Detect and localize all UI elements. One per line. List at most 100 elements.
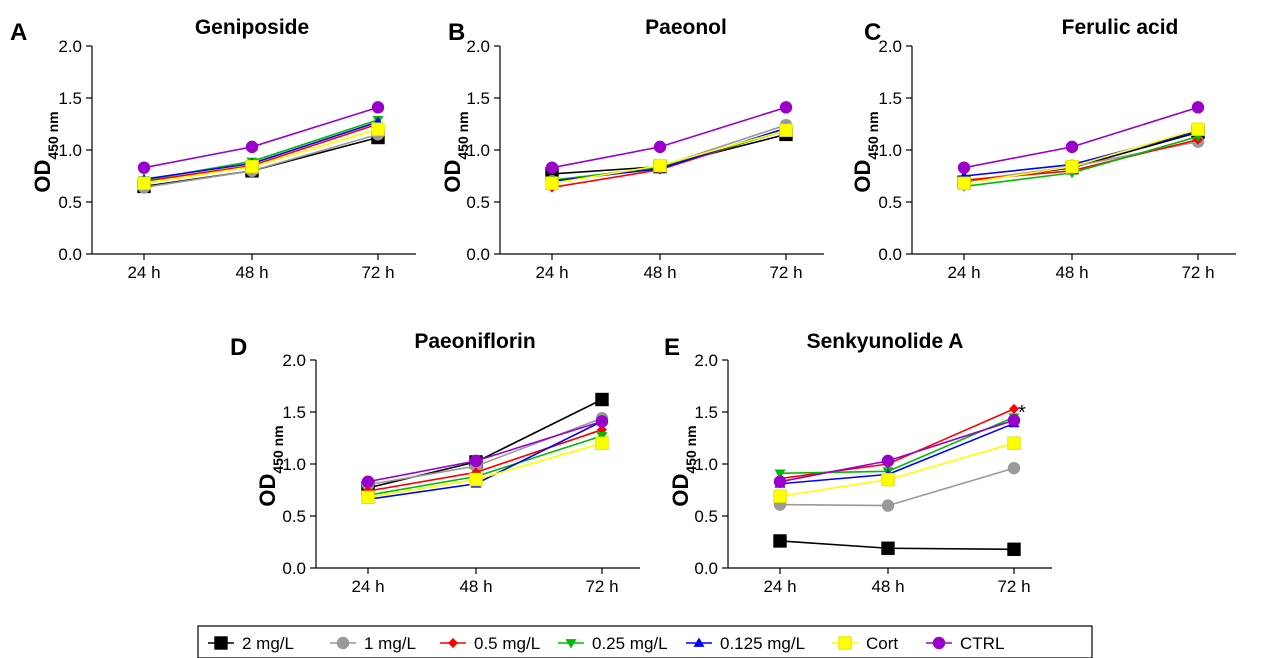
panel-letter: A: [10, 19, 27, 46]
series-0-125-mg-l: [546, 122, 792, 186]
panel-title: Paeoniflorin: [414, 330, 535, 353]
legend-item: CTRL: [926, 634, 1004, 653]
data-point: [1065, 140, 1079, 154]
legend-marker: [693, 637, 705, 647]
panel-title: Senkyunolide A: [807, 330, 964, 353]
panel-letter: B: [448, 19, 465, 46]
series-0-125-mg-l: [138, 116, 384, 183]
panel-e: E Senkyunolide A 0.0 0.5 1.0 1.5 2.0 24 h 48 h 72…: [664, 330, 1052, 596]
y-tick-label: 0.5: [282, 507, 306, 526]
panel-title: Ferulic acid: [1062, 16, 1179, 39]
series-0-25-mg-l: [362, 432, 608, 501]
y-axis-label-sub: 450 nm: [45, 111, 61, 159]
y-tick-label: 0.0: [58, 245, 82, 264]
panel-title: Paeonol: [645, 16, 727, 39]
x-tick-label: 24 h: [947, 263, 980, 282]
panel-a: A Geniposide 0.0 0.5 1.0 1.5 2.0 24 h 48 h 72 h OD…: [10, 16, 416, 282]
y-tick-label: 1.0: [282, 455, 306, 474]
series-cort: [545, 123, 793, 190]
legend-marker: [932, 636, 946, 650]
x-tick-label: 24 h: [351, 577, 384, 596]
series-line: [551, 129, 787, 181]
data-point: [653, 140, 667, 154]
data-point: [545, 161, 559, 174]
y-tick-label: 1.0: [878, 141, 902, 160]
x-tick-label: 72 h: [361, 263, 394, 282]
y-tick-label: 0.5: [58, 193, 82, 212]
series-ctrl: [545, 101, 793, 174]
data-point: [779, 123, 793, 137]
series-line: [367, 435, 603, 496]
data-point: [1191, 122, 1205, 136]
series-2-mg-l: [773, 534, 1021, 556]
series-line: [367, 420, 603, 483]
data-point: [779, 101, 793, 114]
series-0-5-mg-l: [363, 424, 607, 497]
y-axis-label-main: OD: [850, 160, 875, 193]
legend-label: CTRL: [960, 634, 1004, 653]
legend: 2 mg/L 1 mg/L 0.5 mg/L 0.25 mg/L 0.125 mg/L C…: [197, 625, 1093, 658]
x-tick-label: 24 h: [127, 263, 160, 282]
data-point: [957, 161, 971, 174]
panel-letter: D: [230, 334, 247, 361]
y-axis-label-main: OD: [668, 474, 693, 507]
data-point: [1007, 414, 1021, 427]
panel-b: B Paeonol 0.0 0.5 1.0 1.5 2.0 24 h 48 h 72 h OD450…: [440, 16, 824, 282]
series-cort: [361, 436, 609, 504]
y-axis-label: OD450 nm: [255, 425, 286, 506]
y-tick-label: 1.5: [466, 89, 490, 108]
panel-title: Geniposide: [195, 16, 309, 39]
legend-item: 0.25 mg/L: [558, 634, 668, 653]
series-ctrl: [773, 414, 1021, 488]
series-line: [143, 123, 379, 182]
y-tick-label: 2.0: [282, 351, 306, 370]
legend-marker: [838, 636, 852, 650]
data-point: [245, 159, 259, 174]
x-tick-label: 72 h: [769, 263, 802, 282]
x-tick-label: 48 h: [235, 263, 268, 282]
series-line: [143, 121, 379, 180]
series-0-125-mg-l: [958, 125, 1204, 180]
y-axis-label-main: OD: [30, 160, 55, 193]
data-point: [1007, 436, 1021, 450]
data-point: [957, 176, 971, 190]
data-point: [774, 469, 786, 479]
series-line: [143, 128, 379, 185]
series-ctrl: [361, 415, 609, 488]
y-tick-label: 0.5: [878, 193, 902, 212]
legend-label: Cort: [866, 634, 898, 653]
legend-marker: [214, 636, 228, 650]
series-line: [779, 442, 1015, 498]
data-point: [653, 158, 667, 173]
legend-marker: [565, 639, 577, 649]
data-point: [1065, 159, 1079, 174]
y-tick-label: 0.0: [466, 245, 490, 264]
series-line: [779, 416, 1015, 475]
legend-item: 1 mg/L: [330, 634, 416, 653]
data-point: [469, 472, 483, 487]
series-ctrl: [137, 101, 385, 174]
panel-letter: C: [864, 19, 881, 46]
data-point: [1191, 101, 1205, 114]
data-point: [371, 122, 385, 136]
data-point: [371, 101, 385, 114]
y-tick-label: 2.0: [694, 351, 718, 370]
data-point: [137, 161, 151, 174]
data-point: [1009, 403, 1019, 414]
panel-c: C Ferulic acid 0.0 0.5 1.0 1.5 2.0 24 h 48 h 72 h…: [850, 16, 1236, 282]
data-point: [361, 475, 375, 488]
x-tick-label: 48 h: [459, 577, 492, 596]
data-point: [881, 499, 895, 512]
y-axis-label: OD450 nm: [668, 425, 699, 506]
panel-d: D Paeoniflorin 0.0 0.5 1.0 1.5 2.0 24 h 48 h 72 h…: [230, 330, 640, 596]
data-point: [137, 176, 151, 190]
y-axis-label-main: OD: [255, 474, 280, 507]
data-point: [595, 415, 609, 428]
data-point: [1007, 542, 1021, 556]
legend-item: Cort: [832, 634, 898, 653]
legend-item: 0.125 mg/L: [686, 634, 805, 653]
legend-label: 0.5 mg/L: [474, 634, 540, 653]
series-ctrl: [957, 101, 1205, 174]
legend-label: 1 mg/L: [364, 634, 416, 653]
data-point: [773, 475, 787, 488]
